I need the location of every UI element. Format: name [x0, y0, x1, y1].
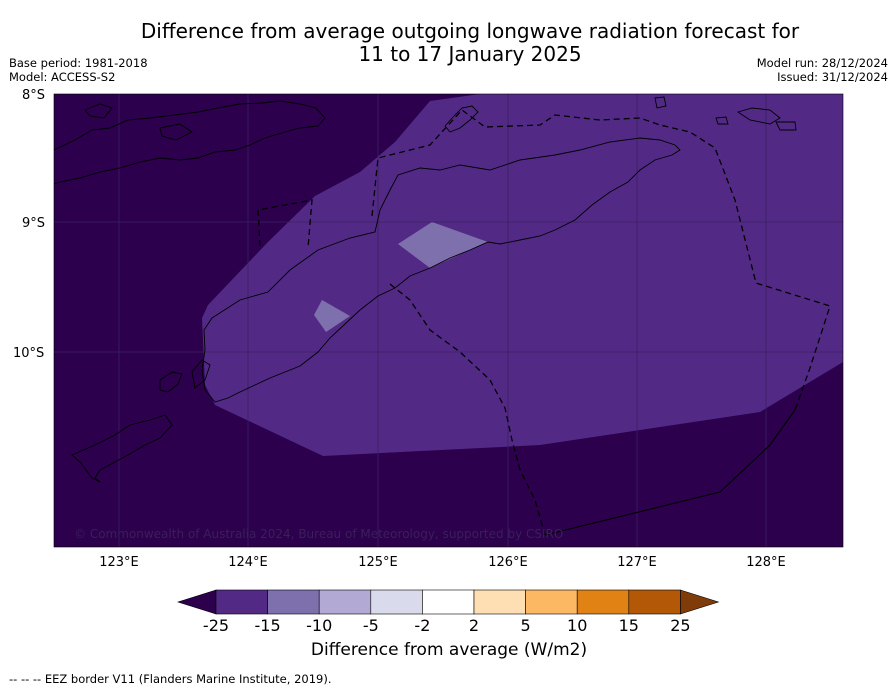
colorbar-title: Difference from average (W/m2) [310, 640, 588, 660]
base-period-text: Base period: 1981-2018 [9, 56, 148, 70]
colorbar-segment [215, 589, 268, 615]
colorbar-segment [628, 589, 681, 615]
colorbar-tick-label: 15 [619, 616, 639, 635]
lat-label-9s: 9°S [22, 216, 45, 231]
base-period-info: Base period: 1981-2018 Model: ACCESS-S2 [9, 56, 148, 84]
lon-label-125e: 125°E [358, 555, 398, 570]
colorbar-segment [576, 589, 630, 615]
colorbar: -25 -15 -10 -5 -2 2 5 10 15 25 [177, 589, 720, 635]
colorbar-tick-label: -2 [414, 616, 430, 635]
issued-text: Issued: 31/12/2024 [777, 70, 888, 84]
lon-label-128e: 128°E [746, 555, 786, 570]
coastline-flores [54, 100, 326, 185]
lat-label-10s: 10°S [13, 346, 44, 361]
lat-label-8s: 8°S [22, 88, 45, 103]
coastline-small-island-2 [736, 107, 781, 125]
colorbar-tick-label: -10 [306, 616, 332, 635]
copyright-notice: © Commonwealth of Australia 2024, Bureau… [74, 527, 563, 541]
eez-border-solid [544, 409, 796, 536]
field-light-patch-2 [314, 300, 350, 332]
eez-border [257, 109, 831, 536]
coastline-wetar [444, 105, 479, 133]
lon-labels: 123°E 124°E 125°E 126°E 127°E 128°E [99, 555, 786, 570]
coastlines [54, 96, 797, 483]
coastline-island-north-2 [159, 123, 193, 141]
colorbar-tick-label: -5 [363, 616, 379, 635]
coastline-kupang [191, 359, 211, 389]
map-title-line1: Difference from average outgoing longwav… [140, 19, 800, 43]
graticule [54, 94, 843, 547]
lon-label-127e: 127°E [617, 555, 657, 570]
colorbar-segment [267, 589, 320, 615]
field-light-patch-1 [398, 222, 488, 268]
model-text: Model: ACCESS-S2 [9, 70, 116, 84]
colorbar-extend-under [177, 589, 217, 615]
colorbar-segment [422, 589, 475, 615]
colorbar-tick-label: 5 [521, 616, 531, 635]
coastline-small-island-3 [775, 121, 797, 131]
model-run-info: Model run: 28/12/2024 Issued: 31/12/2024 [757, 56, 888, 84]
coastline-small-island-4 [715, 116, 729, 125]
map-panel: © Commonwealth of Australia 2024, Bureau… [54, 94, 843, 547]
map-title: Difference from average outgoing longwav… [0, 20, 896, 66]
model-run-text: Model run: 28/12/2024 [756, 56, 888, 70]
colorbar-tick-label: 25 [670, 616, 690, 635]
colorbar-tick-label: -25 [203, 616, 229, 635]
coastline-island-north-1 [84, 103, 113, 119]
colorbar-segment [318, 589, 372, 615]
colorbar-extend-over [680, 589, 720, 615]
coastline-semau [159, 371, 183, 393]
colorbar-tick-label: 2 [469, 616, 479, 635]
coastline-timor [201, 137, 681, 403]
eez-border-line-1 [257, 199, 313, 249]
colorbar-tick-label: -15 [255, 616, 281, 635]
eez-border-line-3 [389, 283, 546, 536]
colorbar-segment [473, 589, 526, 615]
lon-label-126e: 126°E [488, 555, 528, 570]
lon-label-124e: 124°E [228, 555, 268, 570]
eez-legend-footer: -- -- -- EEZ border V11 (Flanders Marine… [9, 672, 332, 686]
colorbar-tick-label: 10 [567, 616, 587, 635]
coastline-rote [71, 414, 173, 483]
field-medium-region [202, 94, 843, 456]
map-frame [53, 93, 844, 548]
eez-border-line-2 [371, 109, 831, 411]
colorbar-segment [525, 589, 578, 615]
lon-label-123e: 123°E [99, 555, 139, 570]
coastline-small-island-1 [654, 96, 667, 109]
map-title-line2: 11 to 17 January 2025 [358, 42, 582, 66]
colorbar-segment [370, 589, 423, 615]
